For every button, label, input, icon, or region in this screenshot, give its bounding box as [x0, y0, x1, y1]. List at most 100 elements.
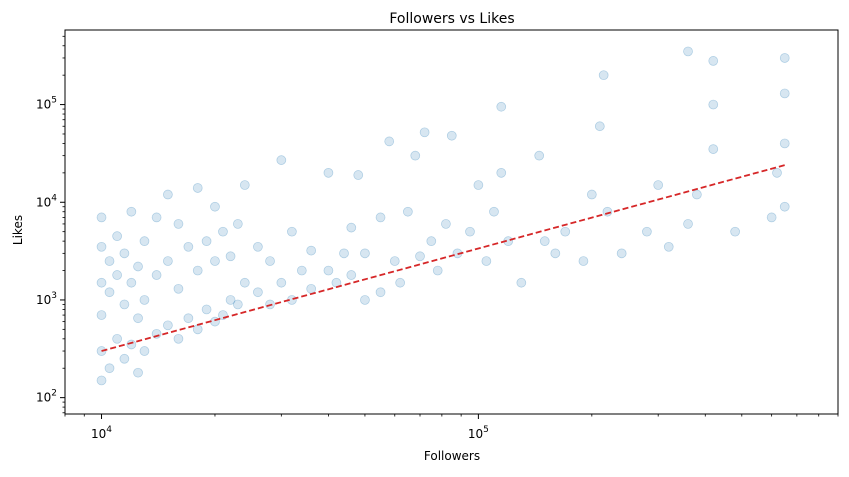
trend-line-layer [101, 164, 785, 352]
data-point [183, 241, 194, 252]
data-point [96, 375, 107, 386]
data-point [692, 189, 702, 200]
data-point [323, 168, 334, 178]
data-point [441, 219, 451, 229]
data-point [360, 295, 370, 305]
data-point [389, 256, 400, 266]
data-point [151, 270, 162, 280]
data-point [119, 353, 130, 364]
data-point [779, 53, 790, 63]
data-point [683, 46, 693, 57]
data-points-layer [96, 46, 790, 386]
data-point [173, 333, 184, 344]
data-point [534, 150, 545, 161]
data-point [594, 121, 605, 132]
data-point [426, 236, 437, 246]
data-point [432, 265, 443, 276]
y-tick-label: 103 [36, 291, 57, 307]
data-point [287, 226, 297, 237]
data-point [550, 248, 561, 259]
data-point [265, 256, 275, 266]
data-point [218, 226, 228, 237]
data-point [139, 295, 150, 305]
data-point [598, 70, 609, 81]
data-point [473, 180, 484, 190]
data-point [560, 226, 571, 237]
data-point [306, 283, 317, 294]
x-tick-label: 104 [91, 425, 112, 441]
data-point [489, 206, 499, 217]
data-point [276, 155, 287, 165]
data-point [126, 206, 137, 217]
data-point [410, 150, 421, 161]
data-point [112, 270, 122, 280]
data-point [232, 219, 243, 229]
data-point [708, 144, 719, 154]
x-tick-label: 105 [468, 425, 489, 441]
data-point [104, 363, 115, 374]
data-point [126, 277, 137, 288]
data-point [708, 56, 719, 66]
data-point [586, 189, 597, 200]
data-point [96, 212, 107, 223]
data-point [133, 261, 143, 272]
data-point [296, 265, 307, 276]
data-point [683, 219, 693, 229]
data-point [253, 241, 263, 252]
data-point [353, 170, 364, 180]
plot-frame [64, 29, 839, 415]
y-tick-label: 102 [36, 389, 57, 405]
data-point [163, 189, 173, 200]
data-point [339, 248, 349, 259]
data-point [346, 270, 357, 280]
data-point [496, 168, 507, 178]
data-point [375, 287, 386, 298]
data-point [119, 299, 130, 310]
data-point [112, 333, 122, 344]
data-point [163, 256, 173, 266]
data-point [419, 127, 430, 138]
data-point [163, 320, 173, 331]
x-axis-label: Followers [424, 449, 480, 463]
data-point [104, 256, 115, 266]
y-tick-label: 105 [36, 96, 57, 112]
chart-title: Followers vs Likes [389, 11, 514, 27]
data-point [446, 130, 457, 141]
data-point [602, 206, 613, 217]
data-point [151, 328, 162, 339]
data-point [403, 206, 413, 217]
data-point [139, 346, 150, 356]
data-point [139, 236, 150, 246]
data-point [96, 277, 107, 288]
data-point [201, 304, 212, 315]
data-point [210, 201, 220, 212]
data-point [465, 226, 475, 237]
data-point [360, 248, 370, 259]
data-point [306, 245, 317, 256]
data-point [239, 180, 250, 190]
data-point [151, 212, 162, 223]
data-point [481, 256, 492, 266]
data-point [192, 324, 203, 335]
data-point [173, 219, 184, 229]
data-point [192, 183, 203, 193]
data-point [183, 313, 194, 324]
data-point [616, 248, 627, 259]
y-axis-label: Likes [11, 215, 25, 245]
data-point [375, 212, 386, 223]
data-point [119, 248, 130, 259]
data-point [653, 180, 664, 190]
y-tick-label: 104 [36, 193, 57, 209]
data-point [779, 138, 790, 149]
data-point [210, 256, 220, 266]
data-point [323, 265, 334, 276]
data-point [96, 241, 107, 252]
data-point [225, 295, 236, 305]
data-point [642, 226, 652, 237]
trend-line [101, 164, 785, 352]
data-point [133, 367, 143, 378]
data-point [346, 222, 357, 233]
data-point [239, 277, 250, 288]
